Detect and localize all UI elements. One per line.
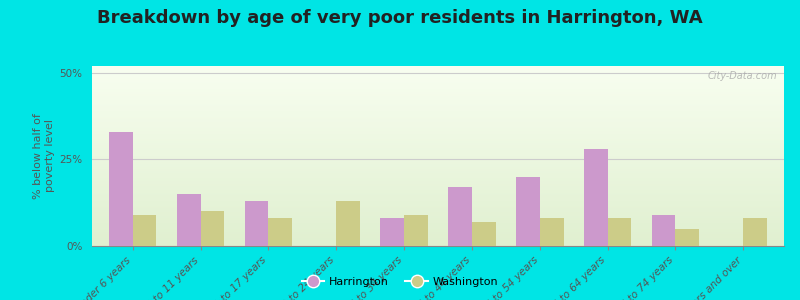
Bar xyxy=(516,177,540,246)
Bar xyxy=(268,218,292,246)
Bar xyxy=(133,215,157,246)
Bar xyxy=(608,218,631,246)
Bar xyxy=(448,187,472,246)
Bar xyxy=(743,218,767,246)
Bar xyxy=(201,212,224,246)
Legend: Harrington, Washington: Harrington, Washington xyxy=(298,273,502,291)
Bar xyxy=(675,229,699,246)
Text: City-Data.com: City-Data.com xyxy=(707,71,777,81)
Y-axis label: % below half of
poverty level: % below half of poverty level xyxy=(34,113,55,199)
Bar xyxy=(540,218,563,246)
Text: Breakdown by age of very poor residents in Harrington, WA: Breakdown by age of very poor residents … xyxy=(97,9,703,27)
Bar xyxy=(652,215,675,246)
Bar xyxy=(245,201,268,246)
Bar xyxy=(584,149,608,246)
Bar xyxy=(404,215,428,246)
Bar xyxy=(177,194,201,246)
Bar xyxy=(109,132,133,246)
Bar xyxy=(336,201,360,246)
Bar xyxy=(472,222,496,246)
Bar xyxy=(380,218,404,246)
